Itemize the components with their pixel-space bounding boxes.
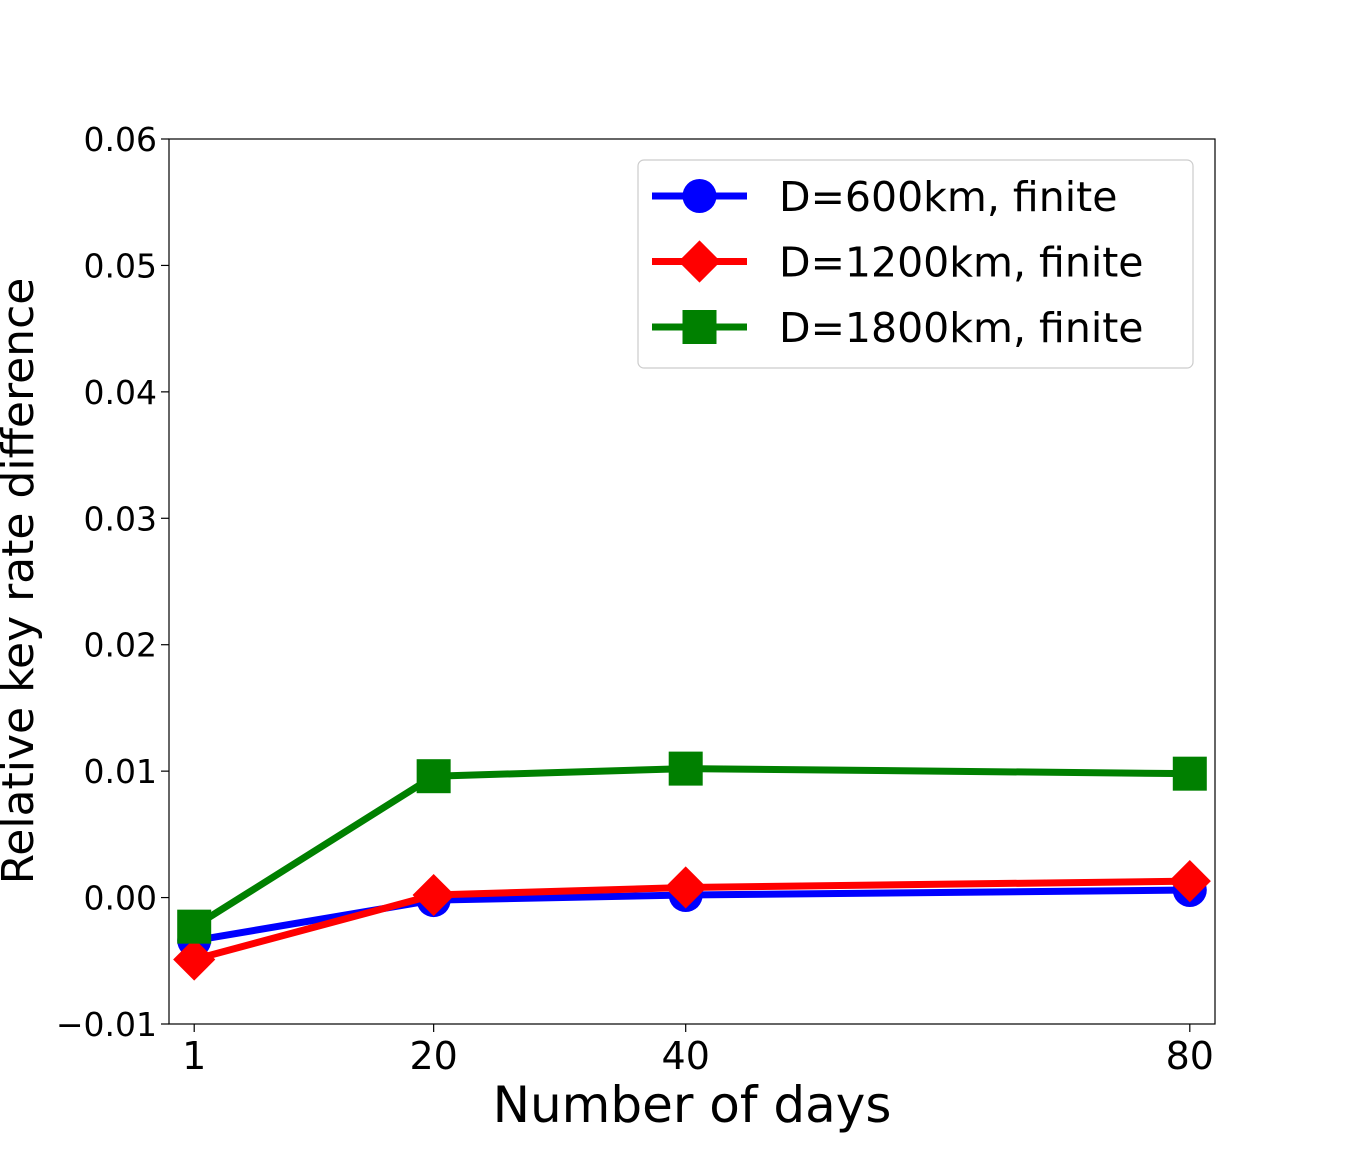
x-axis-label: Number of days [493,1076,892,1134]
y-axis-label: Relative key rate difference [0,278,44,885]
y-tick-label: 0.04 [84,373,157,412]
legend-label: D=1800km, finite [779,304,1144,352]
data-point [412,873,455,917]
series-1 [173,860,1211,981]
x-tick-label: 80 [1166,1034,1214,1078]
data-point [1168,860,1211,903]
y-tick-label: 0.02 [84,626,157,665]
series-2 [177,751,1207,944]
y-tick-label: 0.00 [84,879,157,918]
legend-label: D=600km, finite [779,173,1117,221]
legend: D=600km, finite D=1200km, finite D=1800km,… [637,159,1194,369]
data-point [416,759,451,794]
legend-entry: D=1200km, finite [652,239,1144,287]
x-axis-ticks: 1 20 40 80 [182,1024,1214,1078]
plot-frame [168,138,1216,1025]
legend-marker [678,240,721,283]
data-point [173,938,216,981]
data-point [668,751,703,786]
data-point [1172,756,1207,791]
legend-marker [682,179,717,213]
series-line [190,886,1194,945]
y-axis-ticks: −0.01 0.00 0.01 0.02 0.03 0.04 0.05 0.06 [56,120,169,1044]
legend-entry: D=1800km, finite [652,304,1144,352]
legend-entries: D=600km, finite D=1200km, finite D=1800km,… [652,173,1144,352]
y-tick-label: −0.01 [56,1005,157,1044]
legend-marker [682,310,717,344]
data-point [664,866,707,909]
y-tick-label: 0.06 [84,120,157,159]
legend-label: D=1200km, finite [779,239,1144,287]
y-tick-label: 0.01 [84,752,157,791]
series-layer [173,751,1211,981]
series-line [190,877,1194,964]
legend-box [637,159,1194,369]
series-line [190,765,1194,931]
x-tick-label: 20 [409,1034,457,1078]
x-tick-label: 1 [182,1034,206,1078]
y-tick-label: 0.05 [84,246,157,285]
x-tick-label: 40 [662,1034,710,1078]
y-tick-label: 0.03 [84,499,157,538]
data-point [177,909,212,944]
legend-entry: D=600km, finite [652,173,1117,221]
